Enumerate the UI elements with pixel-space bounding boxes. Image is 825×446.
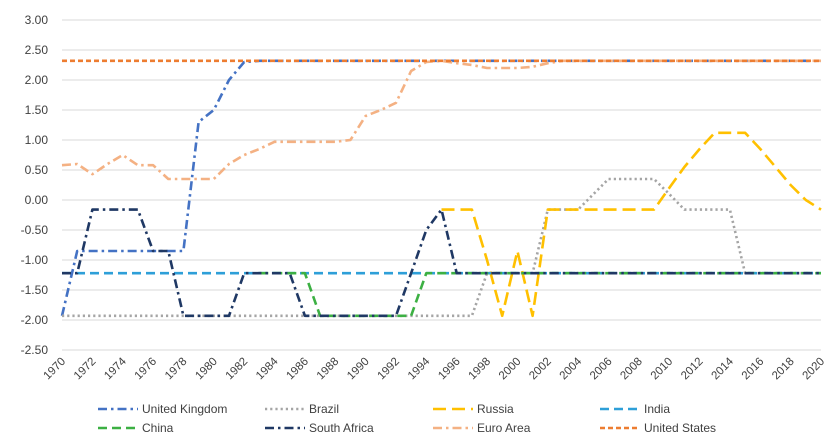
x-tick-label: 1972: [72, 356, 99, 383]
y-tick-label: 1.50: [25, 103, 49, 117]
series-lines: [60, 59, 822, 318]
x-tick-label: 1990: [345, 356, 372, 383]
x-tick-label: 1978: [163, 356, 190, 383]
legend-label: United States: [644, 421, 716, 435]
y-tick-label: -2.00: [21, 313, 49, 327]
legend-item-united-kingdom: United Kingdom: [98, 402, 227, 416]
series-line-euro-area: [61, 59, 821, 181]
x-tick-label: 2010: [649, 356, 676, 383]
x-tick-label: 1996: [436, 356, 463, 383]
x-tick-label: 1988: [315, 356, 342, 383]
legend-label: Euro Area: [477, 421, 531, 435]
x-tick-label: 1992: [375, 356, 402, 383]
legend-label: Brazil: [309, 402, 339, 416]
y-tick-label: 3.00: [25, 13, 49, 27]
legend-item-china: China: [98, 421, 174, 435]
series-line-united-kingdom: [60, 59, 821, 317]
x-tick-label: 1974: [102, 355, 129, 382]
x-tick-label: 2014: [709, 355, 736, 382]
x-tick-label: 2006: [588, 356, 615, 383]
legend-item-india: India: [600, 402, 670, 416]
x-tick-label: 2008: [618, 356, 645, 383]
gridlines: [62, 19, 821, 351]
legend-label: Russia: [477, 402, 514, 416]
legend-item-russia: Russia: [433, 402, 514, 416]
x-tick-label: 1994: [406, 355, 433, 382]
legend-label: United Kingdom: [142, 402, 227, 416]
x-tick-label: 1998: [467, 356, 494, 383]
y-tick-label: -1.00: [21, 253, 49, 267]
series-line-south-africa: [62, 208, 821, 318]
legend-item-brazil: Brazil: [265, 402, 339, 416]
legend-label: China: [142, 421, 174, 435]
legend-item-south-africa: South Africa: [265, 421, 374, 435]
legend-item-euro-area: Euro Area: [433, 421, 531, 435]
y-tick-label: -0.50: [21, 223, 49, 237]
series-line-russia: [441, 131, 822, 318]
y-tick-label: 2.50: [25, 43, 49, 57]
x-tick-label: 1970: [42, 356, 69, 383]
x-tick-label: 1986: [284, 356, 311, 383]
x-tick-label: 2000: [497, 356, 524, 383]
legend: United Kingdom Brazil Russia India China Sout…: [98, 402, 716, 435]
x-tick-label: 1980: [193, 356, 220, 383]
y-axis-ticks: 3.00 2.50 2.00 1.50 1.00 0.50 0.00 -0.50 -1.00 -1…: [21, 13, 49, 357]
y-tick-label: -2.50: [21, 343, 49, 357]
y-tick-label: 0.00: [25, 193, 49, 207]
x-tick-label: 1982: [224, 356, 251, 383]
y-tick-label: 0.50: [25, 163, 49, 177]
x-tick-label: 2018: [770, 356, 797, 383]
x-tick-label: 1984: [254, 355, 281, 382]
x-tick-label: 2012: [679, 356, 706, 383]
y-tick-label: 2.00: [25, 73, 49, 87]
x-tick-label: 2020: [801, 356, 825, 383]
x-axis-ticks: 1970 1972 1974 1976 1978 1980 1982 1984 1986 1988…: [42, 355, 825, 382]
legend-label: India: [644, 402, 670, 416]
legend-label: South Africa: [309, 421, 374, 435]
x-tick-label: 2016: [740, 356, 767, 383]
x-tick-label: 2004: [558, 355, 585, 382]
y-tick-label: 1.00: [25, 133, 49, 147]
legend-item-united-states: United States: [600, 421, 716, 435]
y-tick-label: -1.50: [21, 283, 49, 297]
series-line-china: [259, 271, 821, 318]
x-tick-label: 1976: [133, 356, 160, 383]
x-tick-label: 2002: [527, 356, 554, 383]
